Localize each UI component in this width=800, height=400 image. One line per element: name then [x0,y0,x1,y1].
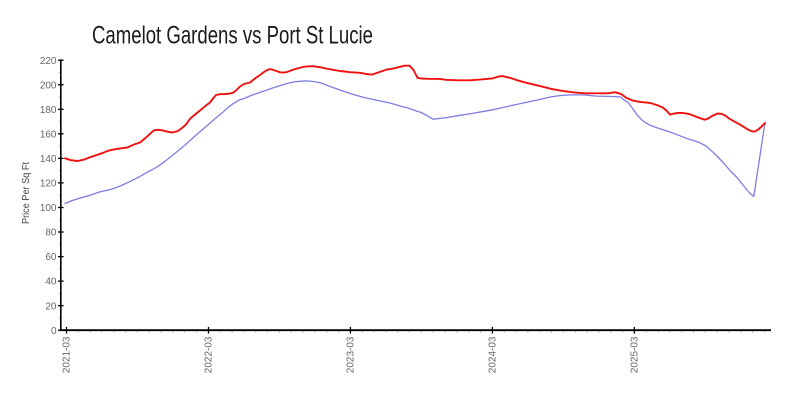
svg-text:0: 0 [51,326,57,337]
svg-text:60: 60 [45,252,57,263]
svg-text:180: 180 [40,105,57,116]
svg-text:140: 140 [40,154,57,165]
svg-text:40: 40 [45,277,57,288]
svg-text:20: 20 [45,301,57,312]
svg-text:Camelot Gardens vs Port St Luc: Camelot Gardens vs Port St Lucie [92,22,373,50]
svg-text:80: 80 [45,228,57,239]
svg-text:120: 120 [40,179,57,190]
svg-text:2022-03: 2022-03 [204,336,215,373]
svg-text:100: 100 [40,203,57,214]
svg-text:2023-03: 2023-03 [346,336,357,373]
svg-text:220: 220 [40,56,57,67]
svg-text:2024-03: 2024-03 [488,336,499,373]
svg-text:Price Per Sq Ft: Price Per Sq Ft [20,162,32,224]
svg-text:2021-03: 2021-03 [62,336,73,373]
svg-text:200: 200 [40,80,57,91]
svg-text:2025-03: 2025-03 [630,336,641,373]
svg-text:160: 160 [40,129,57,140]
